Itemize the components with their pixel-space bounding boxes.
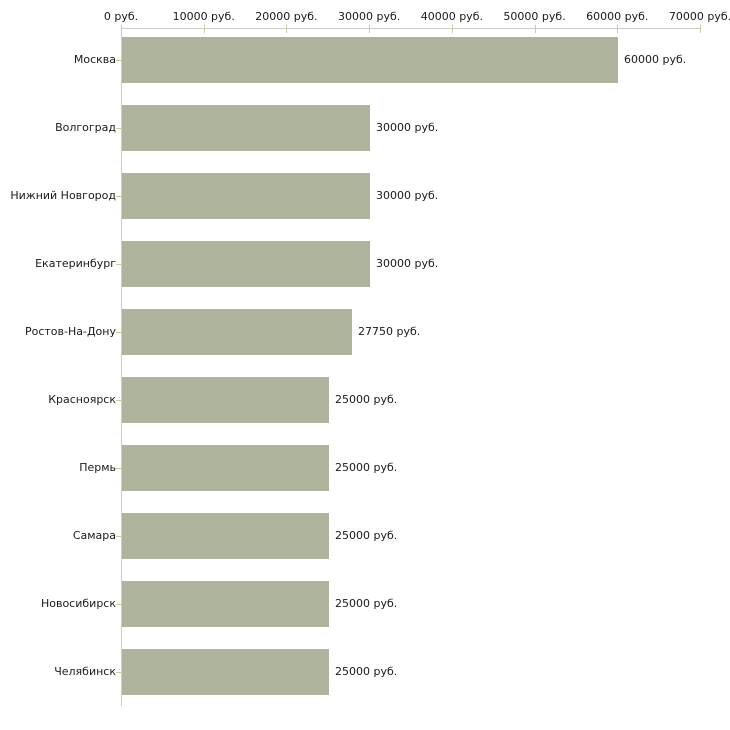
x-axis-tick-label: 50000 руб. xyxy=(503,10,566,23)
bar-1 xyxy=(122,37,618,83)
y-axis-tick-mark xyxy=(116,536,121,537)
x-axis-tick-label: 30000 руб. xyxy=(338,10,401,23)
bar-3 xyxy=(122,173,370,219)
x-axis-tick-mark xyxy=(369,25,371,33)
bar-9 xyxy=(122,581,329,627)
y-axis-tick-mark xyxy=(116,264,121,265)
value-label: 25000 руб. xyxy=(335,597,398,610)
category-label: Волгоград xyxy=(55,121,116,134)
category-label: Ростов-На-Дону xyxy=(24,325,116,338)
value-label: 25000 руб. xyxy=(335,461,398,474)
value-label: 60000 руб. xyxy=(624,53,687,66)
bar-10 xyxy=(122,649,329,695)
x-axis-tick-mark xyxy=(617,25,619,33)
y-axis-tick-mark xyxy=(116,128,121,129)
x-axis-tick-label: 0 руб. xyxy=(103,10,139,23)
y-axis-tick-mark xyxy=(116,60,121,61)
x-axis-tick-label: 40000 руб. xyxy=(420,10,483,23)
bar-7 xyxy=(122,445,329,491)
y-axis-tick-mark xyxy=(116,400,121,401)
x-axis-tick-mark xyxy=(451,25,453,33)
y-axis-tick-mark xyxy=(116,468,121,469)
category-label: Нижний Новгород xyxy=(10,189,116,202)
x-axis-tick-label: 20000 руб. xyxy=(255,10,318,23)
value-label: 25000 руб. xyxy=(335,393,398,406)
x-axis-tick-label: 70000 руб. xyxy=(668,10,730,23)
x-axis-tick-mark xyxy=(203,25,205,33)
x-axis-tick-mark xyxy=(286,25,288,33)
bar-2 xyxy=(122,105,370,151)
category-label: Пермь xyxy=(79,461,116,474)
category-label: Екатеринбург xyxy=(35,257,116,270)
y-axis-tick-mark xyxy=(116,604,121,605)
x-axis-tick-label: 60000 руб. xyxy=(586,10,649,23)
value-label: 30000 руб. xyxy=(376,189,439,202)
y-axis-tick-mark xyxy=(116,672,121,673)
x-axis-tick-mark xyxy=(700,25,701,33)
category-label: Красноярск xyxy=(48,393,116,406)
y-axis-tick-mark xyxy=(116,332,121,333)
value-label: 30000 руб. xyxy=(376,121,439,134)
x-axis-line xyxy=(121,28,700,29)
bar-8 xyxy=(122,513,329,559)
bar-4 xyxy=(122,241,370,287)
bar-5 xyxy=(122,309,352,355)
x-axis-tick-mark xyxy=(121,25,122,33)
y-axis-line xyxy=(121,28,122,706)
category-label: Новосибирск xyxy=(40,597,116,610)
bar-6 xyxy=(122,377,329,423)
category-label: Самара xyxy=(72,529,116,542)
y-axis-tick-mark xyxy=(116,196,121,197)
x-axis-tick-mark xyxy=(534,25,536,33)
category-label: Челябинск xyxy=(54,665,116,678)
x-axis-tick-label: 10000 руб. xyxy=(172,10,235,23)
value-label: 25000 руб. xyxy=(335,529,398,542)
value-label: 27750 руб. xyxy=(358,325,421,338)
value-label: 30000 руб. xyxy=(376,257,439,270)
category-label: Москва xyxy=(73,53,116,66)
value-label: 25000 руб. xyxy=(335,665,398,678)
